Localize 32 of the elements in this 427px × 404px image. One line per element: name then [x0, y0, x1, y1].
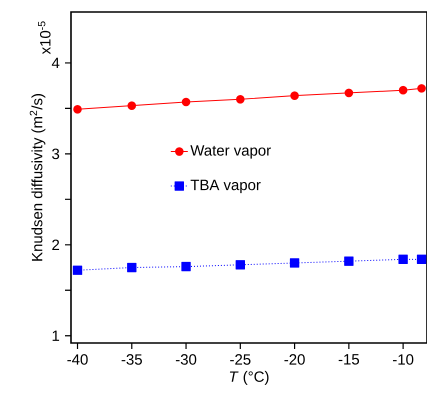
text: x10$^{-5}$ — [38, 21, 51, 54]
point — [344, 256, 354, 266]
point — [72, 266, 82, 275]
x-tick-label: -40 — [67, 354, 88, 365]
point — [236, 95, 245, 104]
point — [182, 98, 190, 106]
point — [181, 262, 191, 272]
x-tick-label: -10 — [392, 354, 414, 365]
point — [416, 254, 426, 264]
x-tick-label: -35 — [122, 354, 142, 365]
x-tick-label: -30 — [176, 354, 196, 365]
x-tick-label: -20 — [284, 354, 305, 365]
legend-label: TBA vapor — [190, 180, 261, 194]
point — [344, 88, 354, 98]
point — [73, 105, 82, 114]
point — [417, 84, 426, 93]
x-tick-label: -25 — [230, 354, 250, 365]
x-tick-label: -15 — [338, 354, 360, 365]
legend-label: Water vapor — [190, 145, 271, 159]
point — [290, 258, 300, 268]
point — [236, 260, 245, 270]
point — [127, 101, 136, 110]
point — [127, 262, 136, 272]
y-tick-label: 4 — [52, 58, 60, 68]
y-tick-label: 3 — [52, 148, 60, 160]
x-axis-title: T (°C) — [230, 370, 269, 385]
point — [398, 254, 408, 264]
y-tick-label: 2 — [52, 240, 60, 250]
point — [290, 91, 299, 100]
y-tick-label: 1 — [52, 330, 60, 341]
point — [398, 86, 408, 94]
y-axis-title: Knudsen diffusivity (m$^{2}$/s) — [30, 94, 46, 261]
